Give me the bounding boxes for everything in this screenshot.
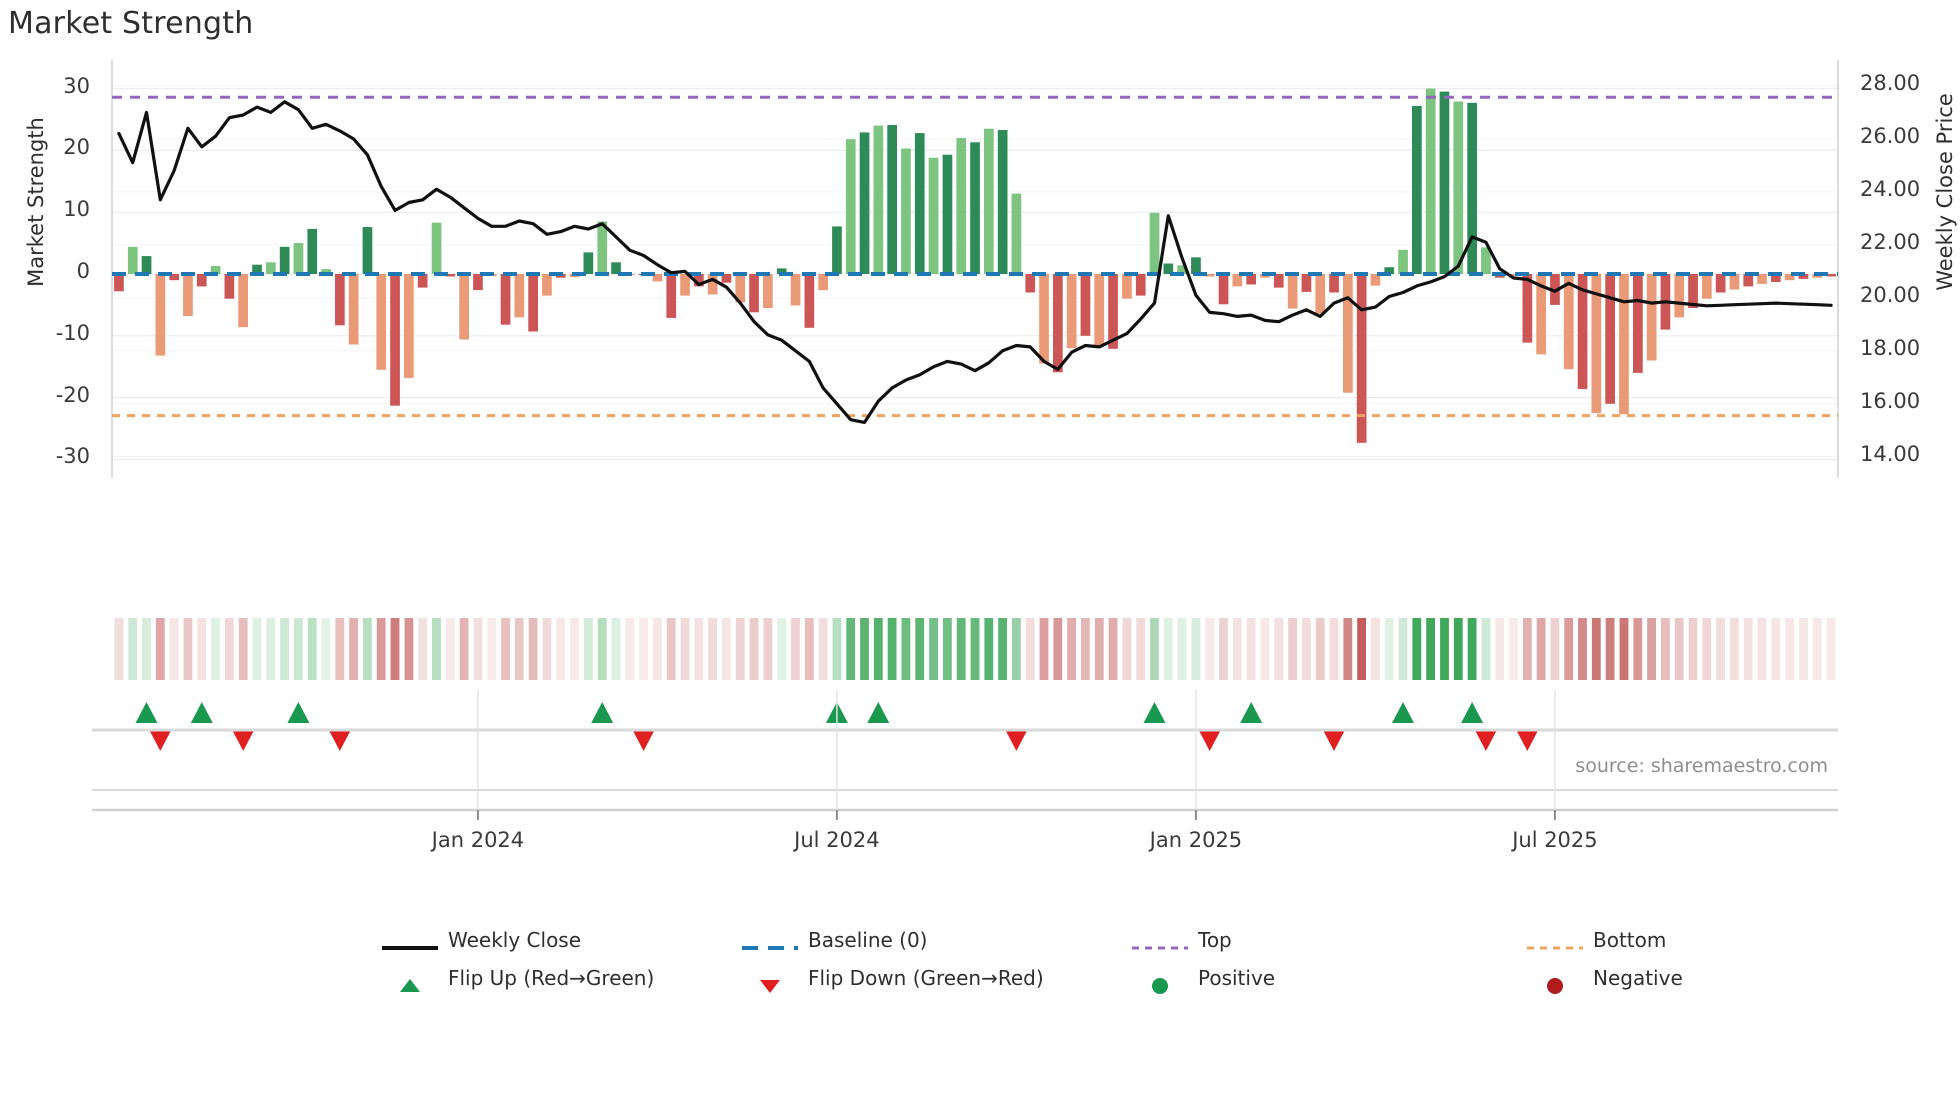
page-title: Market Strength <box>8 6 254 41</box>
y-axis-right-tick: 22.00 <box>1860 229 1921 254</box>
y-axis-left-tick: 0 <box>76 259 90 283</box>
legend-label: Weekly Close <box>448 928 582 952</box>
triangle-down-icon <box>740 978 800 994</box>
y-axis-left-tick: -30 <box>55 444 90 469</box>
legend-label: Flip Up (Red→Green) <box>448 966 655 990</box>
y-axis-left-tick: 30 <box>63 73 90 98</box>
x-axis-tick: Jan 2025 <box>1149 828 1243 852</box>
legend-label: Baseline (0) <box>808 928 928 952</box>
x-axis-tick: Jan 2024 <box>431 828 525 852</box>
x-axis-tick: Jul 2025 <box>1512 828 1598 852</box>
y-axis-right-tick: 16.00 <box>1860 388 1921 413</box>
y-axis-right-tick: 26.00 <box>1860 123 1921 148</box>
line-dotted-icon <box>1525 940 1585 956</box>
legend-label: Bottom <box>1593 928 1667 952</box>
y-axis-right-tick: 14.00 <box>1860 441 1921 466</box>
y-axis-left-tick: 20 <box>63 135 90 160</box>
y-axis-left-tick: -10 <box>55 320 90 345</box>
y-axis-right-tick: 18.00 <box>1860 335 1921 360</box>
y-axis-right-tick: 28.00 <box>1860 70 1921 95</box>
legend-label: Flip Down (Green→Red) <box>808 966 1044 990</box>
source-attribution: source: sharemaestro.com <box>1575 755 1828 777</box>
circle-icon <box>1130 978 1190 994</box>
legend-label: Top <box>1198 928 1232 952</box>
y-axis-left-tick: 10 <box>63 197 90 222</box>
y-axis-right-tick: 24.00 <box>1860 176 1921 201</box>
line-dashed-icon <box>740 940 800 956</box>
circle-icon <box>1525 978 1585 994</box>
y-axis-left-tick: -20 <box>55 382 90 407</box>
legend-label: Negative <box>1593 966 1683 990</box>
y-axis-right-tick: 20.00 <box>1860 282 1921 307</box>
triangle-up-icon <box>380 978 440 994</box>
line-solid-icon <box>380 940 440 956</box>
x-axis-tick: Jul 2024 <box>794 828 880 852</box>
line-dotted-icon <box>1130 940 1190 956</box>
legend-label: Positive <box>1198 966 1276 990</box>
